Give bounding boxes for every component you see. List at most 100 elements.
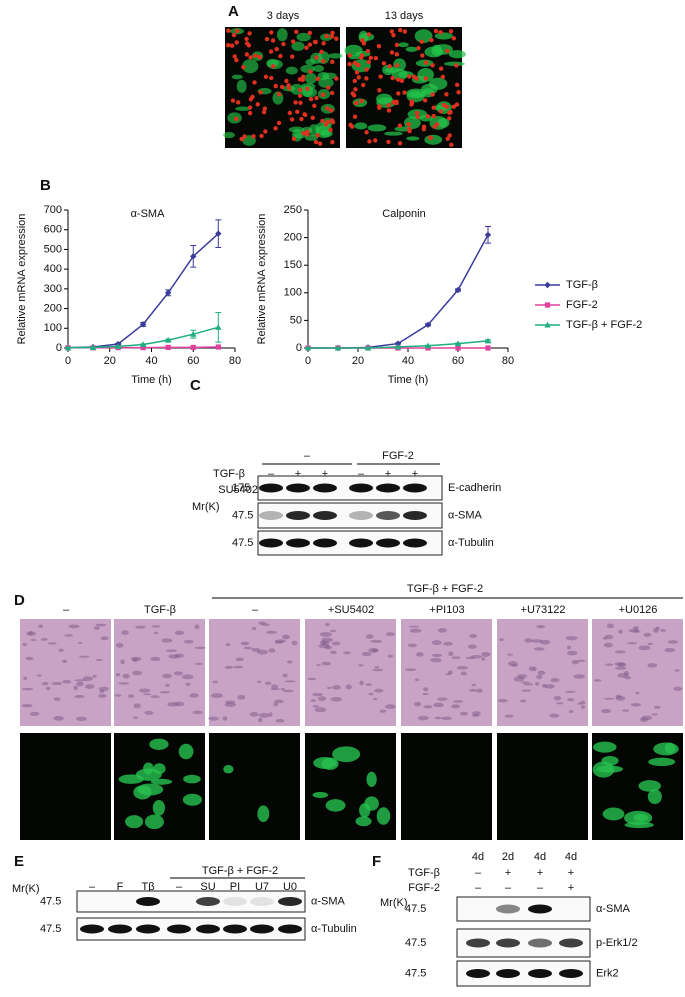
cell [497, 698, 508, 703]
cell [384, 131, 403, 136]
text: 47.5 [40, 895, 61, 907]
nucleus [298, 87, 303, 93]
cell [161, 638, 173, 643]
cell [291, 640, 298, 646]
caption: 13 days [385, 10, 424, 22]
cell [274, 639, 287, 643]
nucleus [321, 41, 326, 46]
y-tick-label: 100 [44, 322, 62, 334]
nucleus [386, 139, 391, 145]
marker [304, 344, 312, 351]
cell [404, 668, 417, 672]
band [349, 538, 373, 548]
text: – [63, 604, 70, 616]
nucleus [376, 44, 382, 49]
nucleus [394, 42, 400, 48]
cell [305, 134, 319, 141]
cell [276, 28, 288, 42]
cell [343, 651, 351, 655]
marker [215, 324, 222, 330]
cell [417, 715, 429, 721]
nucleus [251, 134, 256, 139]
nucleus [402, 90, 407, 95]
nucleus [355, 62, 360, 68]
nucleus [394, 63, 400, 68]
nucleus [258, 90, 263, 95]
nucleus [317, 141, 323, 146]
cell [523, 683, 534, 686]
nucleus [330, 139, 335, 145]
cell [284, 680, 296, 683]
cell [437, 697, 448, 701]
cell [183, 774, 201, 784]
cell [431, 640, 442, 646]
band [559, 938, 583, 948]
text: 47.5 [405, 903, 426, 915]
cell [376, 807, 391, 825]
nucleus [290, 39, 296, 44]
cell [282, 673, 288, 678]
nucleus [431, 105, 436, 110]
cell [618, 629, 623, 634]
row-label: TGF-β [213, 468, 245, 480]
text: – [537, 882, 544, 894]
cell [327, 686, 332, 690]
cell [62, 659, 68, 664]
band [403, 511, 427, 520]
cell [414, 701, 422, 707]
cell [165, 683, 170, 687]
band [259, 538, 283, 548]
cell [208, 716, 219, 721]
panel-label: D [14, 592, 25, 609]
nucleus [315, 133, 320, 138]
nucleus [250, 94, 255, 100]
cell [456, 666, 469, 670]
nucleus [368, 55, 373, 61]
cell [535, 681, 540, 686]
cell [178, 743, 194, 760]
nucleus [276, 120, 282, 126]
cell [632, 630, 641, 633]
band [376, 538, 400, 548]
band [286, 538, 310, 548]
sign: + [412, 468, 418, 480]
cell [95, 623, 107, 627]
text: + [568, 882, 574, 894]
band [496, 938, 520, 948]
band [278, 924, 302, 934]
cell [387, 654, 394, 658]
nucleus [234, 57, 239, 63]
cell [549, 713, 560, 718]
nucleus [398, 27, 403, 33]
cell [127, 694, 135, 698]
panel-label: E [14, 853, 24, 870]
legend-label: TGF-β [566, 279, 598, 291]
cell [450, 704, 461, 709]
nucleus [229, 43, 235, 48]
nucleus [411, 74, 417, 79]
marker [190, 253, 197, 260]
cell [571, 660, 579, 665]
group-label: TGF-β + FGF-2 [407, 583, 483, 595]
cell [307, 677, 317, 681]
fluorescence-image [497, 733, 588, 840]
x-tick-label: 60 [452, 355, 464, 367]
cell [168, 654, 180, 659]
nucleus [235, 100, 241, 105]
cell [300, 64, 315, 73]
text: +U73122 [521, 604, 566, 616]
cell [647, 663, 658, 668]
cell [51, 681, 63, 686]
brightfield-image [401, 619, 492, 726]
nucleus [391, 32, 396, 38]
nucleus [430, 92, 435, 97]
nucleus [377, 87, 382, 93]
cell [365, 634, 374, 639]
cell [305, 72, 317, 85]
cell [114, 694, 122, 697]
cell [133, 716, 138, 720]
nucleus [391, 100, 396, 105]
nucleus [434, 122, 440, 127]
nucleus [269, 75, 274, 81]
marker [215, 230, 222, 237]
